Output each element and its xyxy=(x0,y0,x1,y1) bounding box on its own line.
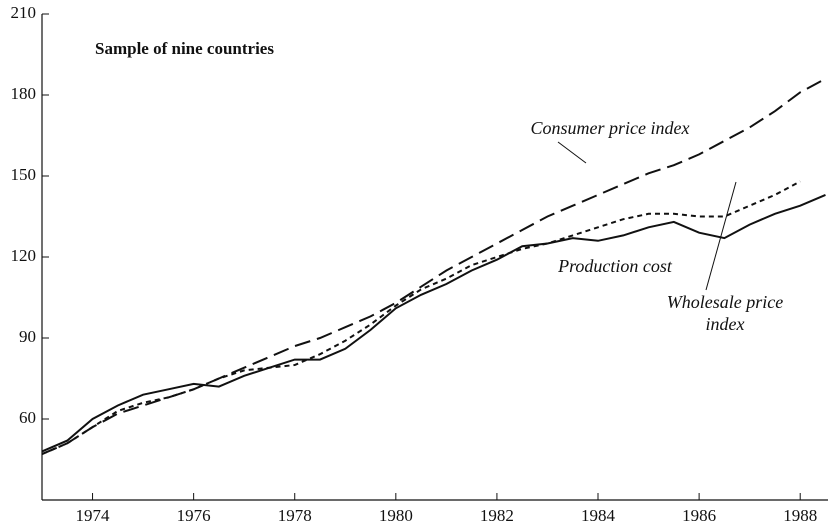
chart-subtitle: Sample of nine countries xyxy=(95,39,274,58)
x-tick-label: 1984 xyxy=(581,506,616,525)
y-tick-label: 150 xyxy=(11,165,37,184)
x-tick-label: 1974 xyxy=(76,506,111,525)
x-tick-label: 1982 xyxy=(480,506,514,525)
leader-line xyxy=(705,181,737,291)
y-tick-label: 180 xyxy=(11,84,37,103)
x-tick-label: 1976 xyxy=(177,506,211,525)
leader-line xyxy=(557,141,587,164)
x-tick-label: 1988 xyxy=(783,506,817,525)
y-tick-label: 90 xyxy=(19,327,36,346)
series-line xyxy=(41,193,826,453)
y-tick-label: 60 xyxy=(19,408,36,427)
series-label: Wholesale price index xyxy=(666,292,784,334)
series-line xyxy=(41,180,801,456)
y-tick-label: 210 xyxy=(11,3,37,22)
series-label: Production cost xyxy=(558,256,672,276)
y-tick-label: 120 xyxy=(11,246,37,265)
x-tick-label: 1986 xyxy=(682,506,716,525)
x-tick-label: 1978 xyxy=(278,506,312,525)
x-tick-label: 1980 xyxy=(379,506,413,525)
series-label: Consumer price index xyxy=(530,118,690,138)
